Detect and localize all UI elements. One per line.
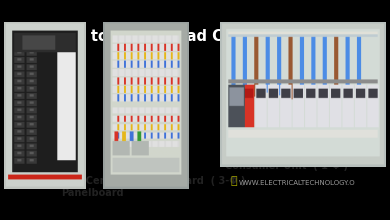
Text: How to Size a Load Center, Panelboard & Distribution Board: How to Size a Load Center, Panelboard & … bbox=[50, 29, 390, 44]
Text: Consumer Unit  ( 1-Φ ): Consumer Unit ( 1-Φ ) bbox=[225, 161, 347, 171]
Text: WWW.ELECTRICALTECHNOLOGY.O: WWW.ELECTRICALTECHNOLOGY.O bbox=[239, 180, 356, 186]
Text: 💡: 💡 bbox=[230, 176, 237, 186]
Text: Distribution Board  ( 3-Φ ): Distribution Board ( 3-Φ ) bbox=[103, 176, 246, 186]
Text: Load Center /
Panelboard: Load Center / Panelboard bbox=[56, 176, 129, 198]
